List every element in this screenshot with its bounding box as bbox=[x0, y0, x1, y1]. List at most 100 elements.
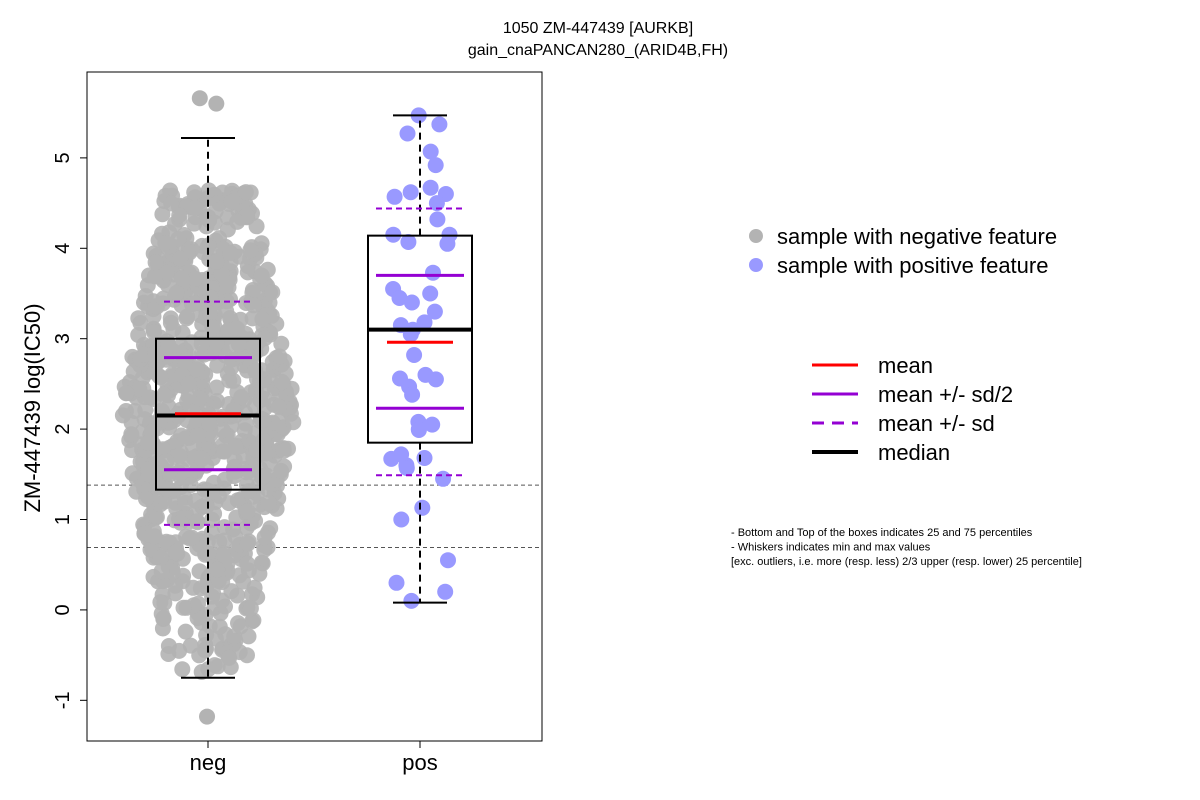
point-neg bbox=[245, 612, 262, 629]
point-neg bbox=[248, 218, 265, 235]
point-neg bbox=[233, 389, 250, 406]
legend-note: [exc. outliers, i.e. more (resp. less) 2… bbox=[731, 556, 1082, 568]
point-neg bbox=[226, 468, 243, 485]
point-neg bbox=[137, 402, 154, 419]
point-pos bbox=[427, 157, 444, 174]
point-neg bbox=[239, 535, 256, 552]
point-pos bbox=[428, 195, 445, 212]
point-neg bbox=[270, 398, 287, 415]
point-pos bbox=[406, 347, 423, 363]
point-neg bbox=[153, 563, 170, 580]
legend-line-label: median bbox=[878, 440, 950, 465]
point-neg bbox=[273, 373, 290, 390]
y-tick-label: 0 bbox=[52, 604, 74, 615]
point-neg bbox=[187, 270, 204, 287]
point-pos bbox=[398, 460, 415, 476]
point-pos bbox=[400, 234, 417, 250]
point-neg bbox=[201, 415, 218, 432]
point-neg bbox=[157, 235, 174, 252]
legend-note: - Bottom and Top of the boxes indicates … bbox=[731, 527, 1033, 539]
x-tick-label: neg bbox=[190, 750, 227, 775]
point-neg bbox=[146, 324, 162, 341]
point-pos bbox=[422, 285, 439, 302]
point-neg bbox=[208, 379, 225, 396]
point-neg bbox=[231, 567, 248, 584]
legend-line-label: mean +/- sd bbox=[878, 411, 995, 436]
point-pos bbox=[429, 211, 446, 228]
point-pos bbox=[427, 371, 444, 388]
point-neg bbox=[214, 547, 231, 564]
y-tick-label: 5 bbox=[52, 152, 74, 163]
point-pos bbox=[410, 422, 427, 438]
point-neg bbox=[125, 363, 142, 380]
point-neg bbox=[186, 295, 203, 312]
point-neg bbox=[271, 348, 288, 365]
legend-point-label: sample with negative feature bbox=[777, 224, 1057, 249]
point-neg bbox=[216, 532, 233, 549]
point-neg bbox=[172, 250, 189, 267]
point-pos bbox=[414, 499, 431, 516]
point-neg bbox=[227, 439, 244, 456]
point-neg bbox=[137, 288, 154, 304]
point-neg bbox=[189, 610, 206, 627]
point-neg bbox=[242, 600, 259, 617]
point-neg bbox=[155, 610, 172, 627]
point-pos bbox=[422, 143, 439, 160]
point-neg bbox=[206, 214, 223, 231]
point-pos bbox=[416, 450, 433, 466]
point-neg bbox=[185, 579, 202, 596]
point-neg bbox=[239, 264, 256, 281]
point-neg bbox=[229, 213, 246, 230]
point-neg bbox=[158, 453, 175, 470]
point-neg bbox=[199, 239, 216, 256]
point-neg bbox=[238, 464, 255, 481]
point-neg bbox=[156, 386, 173, 403]
point-neg bbox=[202, 289, 219, 306]
point-neg bbox=[191, 90, 208, 107]
point-neg bbox=[203, 484, 220, 501]
point-neg bbox=[217, 280, 234, 296]
point-neg bbox=[163, 195, 180, 212]
point-pos bbox=[426, 303, 443, 320]
point-neg bbox=[200, 661, 217, 678]
legend-line-label: mean bbox=[878, 353, 933, 378]
point-neg bbox=[146, 528, 163, 545]
point-pos bbox=[386, 188, 403, 205]
point-pos bbox=[383, 450, 400, 467]
point-neg bbox=[180, 375, 197, 392]
point-neg bbox=[154, 441, 171, 458]
point-pos bbox=[393, 511, 410, 528]
point-neg bbox=[216, 519, 233, 536]
point-pos bbox=[391, 290, 408, 306]
point-neg bbox=[171, 207, 188, 224]
point-neg bbox=[253, 267, 270, 284]
point-neg bbox=[245, 297, 262, 314]
point-neg bbox=[222, 244, 239, 261]
legend-line-label: mean +/- sd/2 bbox=[878, 382, 1013, 407]
point-neg bbox=[188, 513, 205, 530]
point-neg bbox=[179, 308, 196, 325]
point-neg bbox=[170, 231, 187, 247]
point-neg bbox=[177, 430, 194, 447]
point-neg bbox=[214, 422, 231, 439]
plot-frame bbox=[86, 71, 543, 742]
point-neg bbox=[154, 206, 171, 223]
point-pos bbox=[399, 125, 416, 142]
point-neg bbox=[230, 615, 246, 632]
point-neg bbox=[198, 627, 215, 644]
point-neg bbox=[152, 594, 169, 611]
point-neg bbox=[191, 647, 208, 664]
legend-note: - Whiskers indicates min and max values bbox=[731, 542, 931, 554]
point-neg bbox=[187, 200, 203, 216]
point-pos bbox=[425, 264, 441, 281]
point-neg bbox=[167, 577, 184, 594]
y-tick-label: 4 bbox=[52, 243, 74, 254]
point-neg bbox=[194, 450, 211, 467]
point-neg bbox=[168, 284, 185, 301]
point-neg bbox=[152, 369, 169, 386]
point-neg bbox=[275, 442, 292, 459]
point-neg bbox=[208, 95, 225, 112]
y-tick-label: 2 bbox=[52, 424, 74, 435]
y-tick-label: 1 bbox=[52, 514, 74, 525]
point-neg bbox=[118, 385, 135, 402]
